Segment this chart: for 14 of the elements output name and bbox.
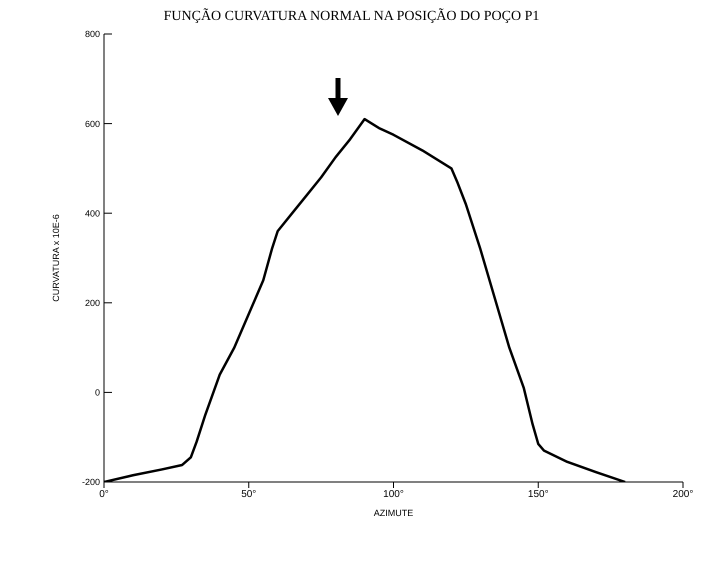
- chart-title: FUNÇÃO CURVATURA NORMAL NA POSIÇÃO DO POÇO P1: [162, 8, 540, 26]
- x-tick-label: 0°: [99, 489, 109, 500]
- x-tick-label: 100°: [383, 489, 404, 500]
- x-axis-title: AZIMUTE: [374, 508, 414, 518]
- y-tick-label: 0: [94, 388, 100, 398]
- x-tick-label: 200°: [672, 489, 694, 500]
- y-tick-label: -200: [82, 477, 100, 488]
- y-tick-label: 200: [84, 298, 100, 308]
- y-axis-title: CURVATURA x 10E-6: [51, 214, 62, 302]
- y-tick-label: 800: [84, 29, 100, 40]
- x-tick-label: 50°: [241, 489, 256, 500]
- y-tick-label: 400: [84, 208, 100, 218]
- x-tick-label: 150°: [528, 489, 549, 500]
- y-tick-label: 600: [84, 118, 100, 129]
